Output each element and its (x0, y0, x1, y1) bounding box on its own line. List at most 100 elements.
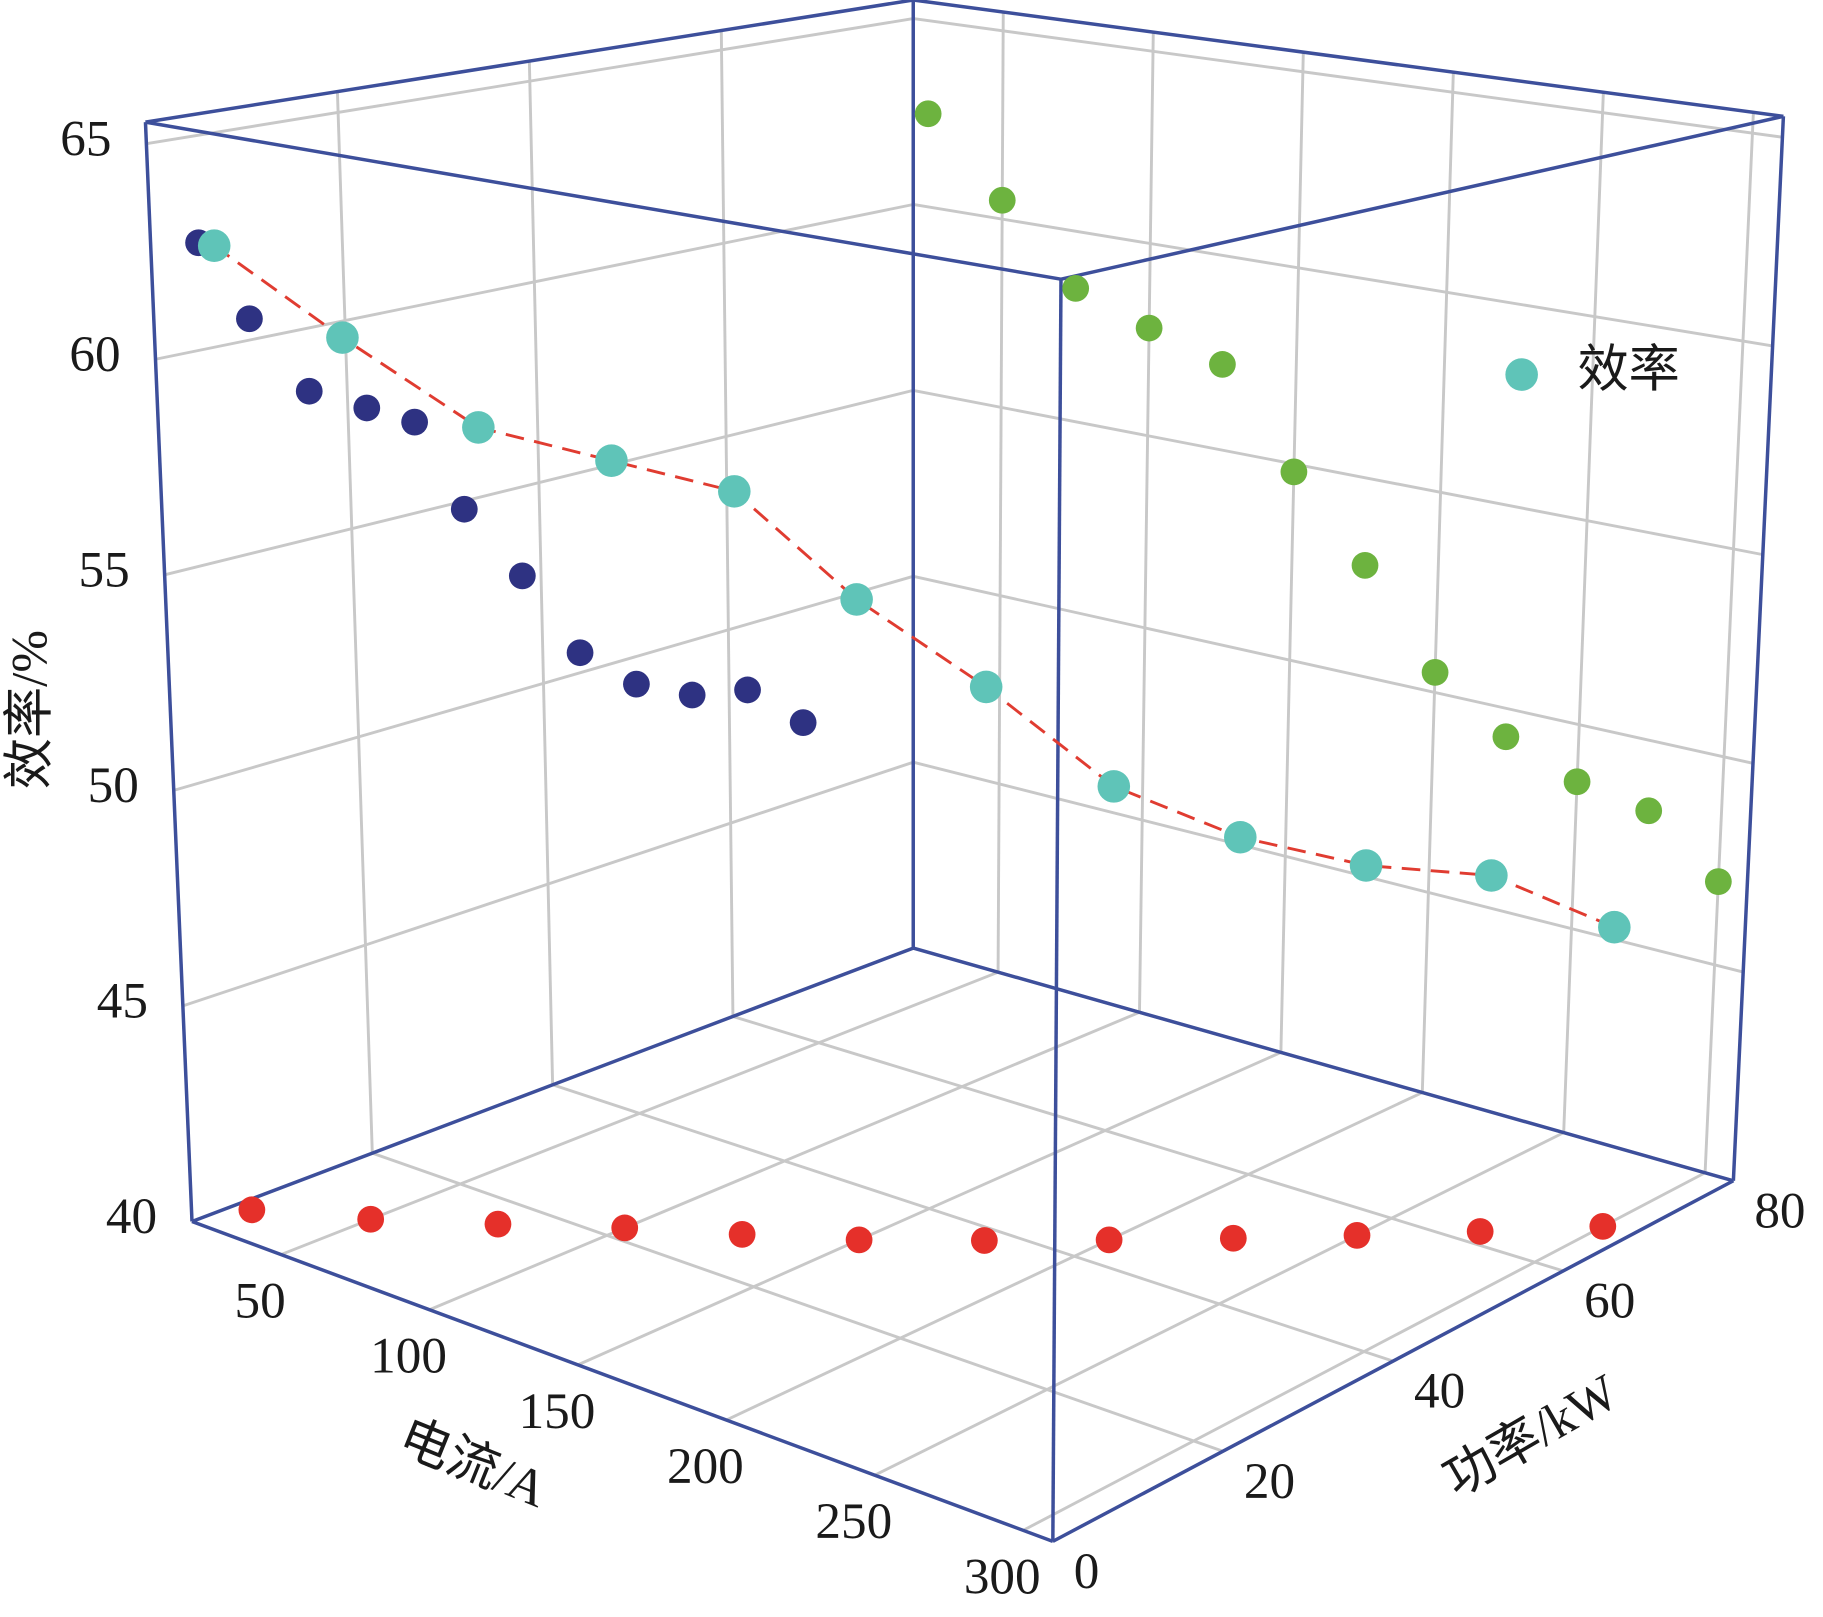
projection-yz-point (508, 562, 536, 590)
projection-xz-point (1209, 351, 1236, 378)
legend-marker (1505, 358, 1538, 391)
x-tick-label: 250 (815, 1493, 892, 1550)
projection-yz-point (353, 394, 381, 422)
projection-yz-point (566, 639, 594, 667)
data-point (1224, 820, 1257, 854)
z-tick-label: 65 (60, 110, 111, 167)
box-edge (1060, 114, 1784, 281)
grid-line (280, 970, 999, 1256)
data-point (595, 444, 628, 477)
box-edge (145, 0, 914, 124)
x-tick-label: 300 (964, 1548, 1041, 1605)
grid-line (335, 91, 374, 1154)
x-tick-label: 200 (667, 1438, 744, 1495)
projection-xy-point (970, 1227, 998, 1254)
projection-yz-point (623, 670, 650, 698)
box-edge (191, 946, 914, 1224)
projection-xy-point (728, 1220, 756, 1248)
projection-xz-point (914, 100, 942, 128)
data-point (718, 475, 751, 508)
projection-xz-point (1421, 659, 1449, 686)
projection-xz-point (1062, 275, 1090, 302)
grid-line (1562, 92, 1605, 1133)
grid-line (552, 1083, 1394, 1363)
box-edge (1051, 279, 1063, 1542)
box-edge (1731, 116, 1786, 1181)
projection-xz-point (1635, 797, 1663, 825)
grid-line (577, 1051, 1282, 1367)
projection-xy-point (1095, 1226, 1123, 1254)
projection-yz-point (734, 676, 761, 704)
box-edge (191, 1219, 1054, 1544)
box-edge (1052, 1179, 1735, 1543)
projection-yz-point (789, 709, 817, 736)
projection-yz-point (450, 495, 478, 523)
projection-xy-point (1466, 1218, 1494, 1245)
grid-line (1420, 72, 1455, 1093)
legend-label: 效率 (1577, 341, 1679, 398)
projection-yz-point (401, 408, 429, 436)
z-tick-label: 55 (79, 542, 130, 599)
y-tick-label: 60 (1584, 1273, 1635, 1330)
data-point (840, 583, 873, 616)
data-point (1598, 910, 1631, 944)
y-tick-label: 20 (1244, 1453, 1295, 1510)
projection-xy-point (357, 1205, 385, 1233)
projection-xz-point (988, 186, 1016, 214)
data-point (1097, 770, 1131, 803)
series-line (213, 244, 1615, 929)
z-tick-label: 45 (97, 973, 148, 1030)
projection-yz-point (678, 681, 706, 709)
box-edge (912, 946, 1734, 1183)
x-tick-label: 50 (235, 1273, 286, 1330)
y-tick-label: 80 (1754, 1182, 1805, 1239)
box (143, 0, 1786, 1544)
grid-line (725, 1091, 1423, 1422)
box-edge (145, 120, 1062, 281)
grid-line (527, 61, 555, 1085)
grid-line (912, 574, 1754, 765)
projection-xy-point (1343, 1222, 1371, 1249)
data-point (326, 321, 359, 354)
z-tick-label: 60 (69, 326, 120, 383)
data-point (1475, 859, 1508, 892)
z-tick-label: 40 (106, 1188, 157, 1245)
grid-line (996, 12, 1005, 973)
x-tick-label: 150 (519, 1383, 596, 1440)
projection-xz-point (1492, 723, 1520, 751)
grid-line (912, 388, 1764, 557)
projection-xy-point (238, 1196, 266, 1224)
projection-xz-point (1351, 551, 1379, 579)
grid-line (874, 1131, 1565, 1477)
projection-xz-point (1704, 868, 1732, 896)
grid-line (371, 1151, 1224, 1453)
grid-line (1279, 52, 1305, 1053)
projection-xy-point (1219, 1224, 1247, 1252)
grid-line (428, 1010, 1141, 1312)
projection-xz-point (1563, 768, 1591, 796)
projection-yz-point (295, 377, 323, 405)
grid-line (913, 17, 1783, 139)
grid-line (1703, 112, 1755, 1173)
box-edge (143, 122, 194, 1222)
grid-line (719, 30, 735, 1017)
data-point (197, 229, 231, 263)
box-edge (913, 0, 1784, 119)
marks (185, 100, 1732, 1254)
z-axis-title: 效率/% (2, 630, 59, 789)
projection-xy-point (611, 1214, 639, 1242)
data-point (1349, 849, 1383, 882)
projection-xz-point (1135, 314, 1163, 342)
grid (144, 0, 1783, 1543)
projection-xy-point (1589, 1213, 1617, 1240)
projection-xz-point (1280, 458, 1308, 486)
y-tick-label: 40 (1414, 1363, 1465, 1420)
data-point (969, 670, 1003, 704)
data-point (462, 411, 495, 444)
y-tick-label: 0 (1074, 1543, 1100, 1600)
projection-xy-point (484, 1210, 512, 1238)
grid-line (913, 203, 1773, 348)
z-tick-label: 50 (88, 757, 139, 814)
projection-xy-point (845, 1226, 873, 1254)
